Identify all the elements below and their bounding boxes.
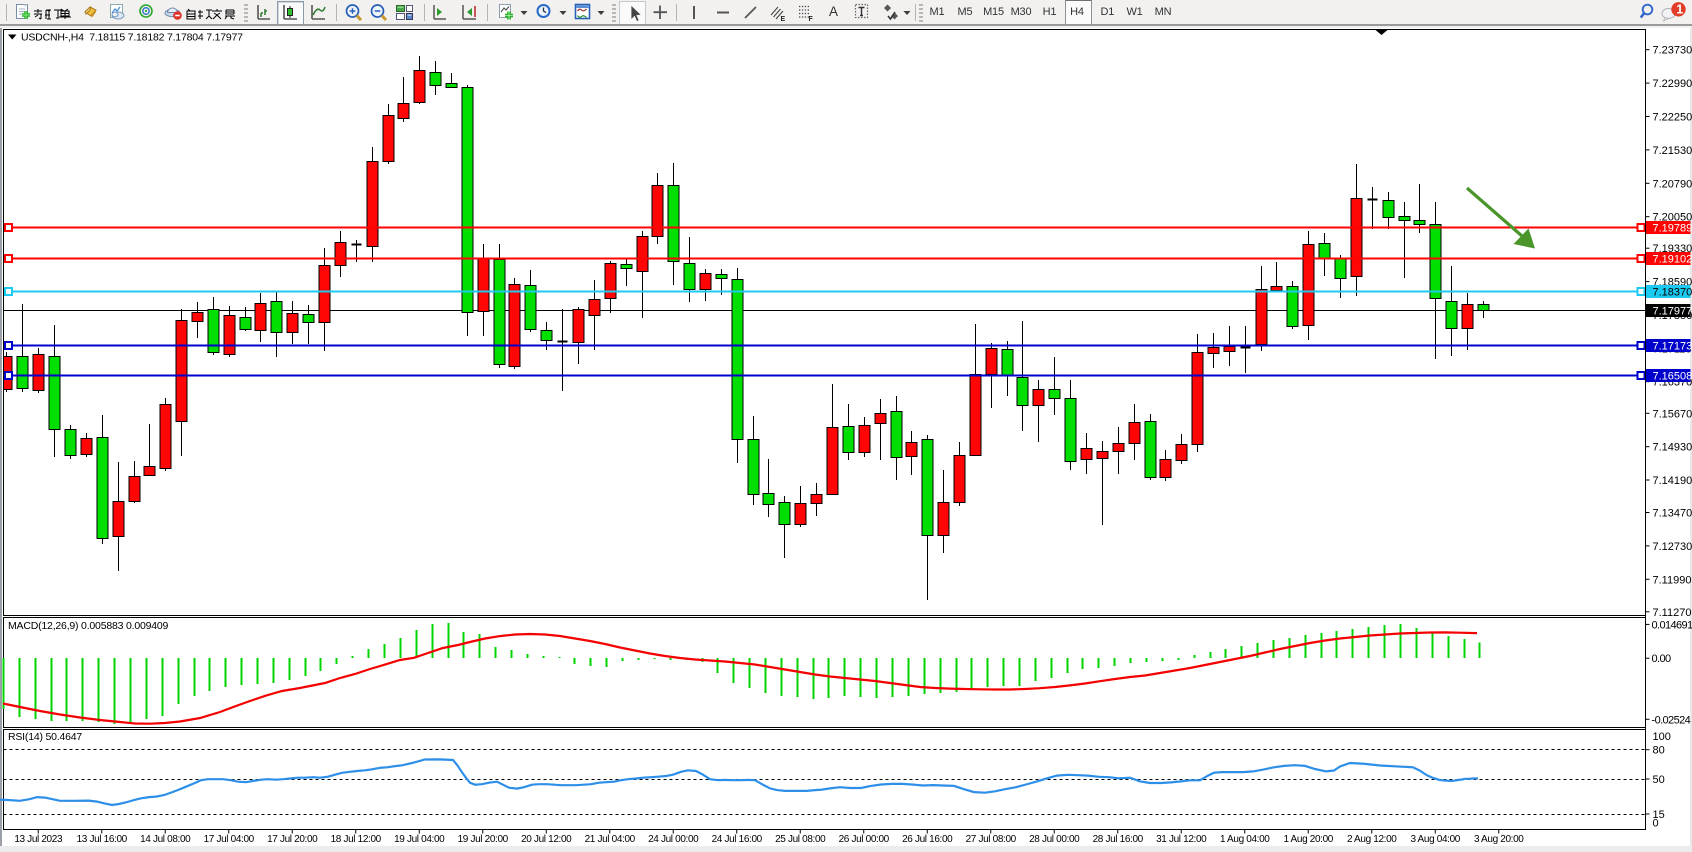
svg-text:0.00: 0.00 — [1652, 653, 1671, 665]
svg-text:3 Aug 04:00: 3 Aug 04:00 — [1410, 834, 1460, 845]
svg-text:100: 100 — [1653, 731, 1671, 743]
svg-text:26 Jul 00:00: 26 Jul 00:00 — [839, 834, 890, 845]
svg-text:7.17173: 7.17173 — [1653, 341, 1692, 353]
svg-text:F: F — [809, 16, 814, 23]
svg-text:20 Jul 12:00: 20 Jul 12:00 — [521, 834, 572, 845]
svg-text:14 Jul 08:00: 14 Jul 08:00 — [140, 834, 191, 845]
svg-text:0.014691: 0.014691 — [1652, 619, 1692, 631]
svg-text:7.20790: 7.20790 — [1653, 178, 1692, 190]
svg-text:7.19789: 7.19789 — [1653, 223, 1692, 235]
svg-text:7.20050: 7.20050 — [1653, 212, 1692, 224]
svg-text:7.17977: 7.17977 — [1653, 306, 1692, 318]
svg-text:7.11270: 7.11270 — [1653, 607, 1692, 619]
svg-text:19 Jul 04:00: 19 Jul 04:00 — [394, 834, 445, 845]
svg-text:7.12730: 7.12730 — [1653, 541, 1692, 553]
svg-text:7.14930: 7.14930 — [1653, 442, 1692, 454]
svg-text:RSI(14) 50.4647: RSI(14) 50.4647 — [8, 731, 82, 743]
svg-text:13 Jul 16:00: 13 Jul 16:00 — [77, 834, 128, 845]
svg-text:26 Jul 16:00: 26 Jul 16:00 — [902, 834, 953, 845]
svg-text:7.11990: 7.11990 — [1653, 574, 1692, 586]
svg-text:19 Jul 20:00: 19 Jul 20:00 — [458, 834, 509, 845]
svg-text:7.19102: 7.19102 — [1653, 254, 1692, 266]
svg-text:0: 0 — [1653, 818, 1659, 830]
svg-text:MACD(12,26,9) 0.005883 0.00940: MACD(12,26,9) 0.005883 0.009409 — [8, 620, 169, 632]
svg-text:31 Jul 12:00: 31 Jul 12:00 — [1156, 834, 1207, 845]
svg-text:1: 1 — [1676, 3, 1683, 17]
svg-text:24 Jul 00:00: 24 Jul 00:00 — [648, 834, 699, 845]
svg-text:-0.02524: -0.02524 — [1652, 714, 1691, 726]
svg-text:7.13470: 7.13470 — [1653, 508, 1692, 520]
svg-text:28 Jul 00:00: 28 Jul 00:00 — [1029, 834, 1080, 845]
svg-text:E: E — [781, 16, 786, 23]
svg-text:7.22990: 7.22990 — [1653, 78, 1692, 90]
svg-text:24 Jul 16:00: 24 Jul 16:00 — [712, 834, 763, 845]
svg-text:1 Aug 20:00: 1 Aug 20:00 — [1283, 834, 1333, 845]
svg-text:7.22250: 7.22250 — [1653, 112, 1692, 124]
svg-text:15: 15 — [1653, 809, 1665, 821]
svg-text:80: 80 — [1653, 745, 1665, 757]
svg-text:USDCNH-,H4 7.18115 7.18182 7.: USDCNH-,H4 7.18115 7.18182 7.17804 7.179… — [21, 32, 243, 44]
svg-text:18 Jul 12:00: 18 Jul 12:00 — [331, 834, 382, 845]
svg-text:28 Jul 16:00: 28 Jul 16:00 — [1093, 834, 1144, 845]
svg-text:7.21530: 7.21530 — [1653, 145, 1692, 157]
svg-text:27 Jul 08:00: 27 Jul 08:00 — [966, 834, 1017, 845]
svg-text:50: 50 — [1653, 774, 1665, 786]
svg-text:17 Jul 20:00: 17 Jul 20:00 — [267, 834, 318, 845]
svg-text:1 Aug 04:00: 1 Aug 04:00 — [1220, 834, 1270, 845]
svg-text:17 Jul 04:00: 17 Jul 04:00 — [204, 834, 255, 845]
svg-text:7.14190: 7.14190 — [1653, 475, 1692, 487]
svg-text:2 Aug 12:00: 2 Aug 12:00 — [1347, 834, 1397, 845]
svg-text:13 Jul 2023: 13 Jul 2023 — [14, 834, 63, 845]
svg-text:7.16508: 7.16508 — [1653, 371, 1692, 383]
svg-text:7.23730: 7.23730 — [1653, 45, 1692, 57]
svg-text:21 Jul 04:00: 21 Jul 04:00 — [585, 834, 636, 845]
svg-text:25 Jul 08:00: 25 Jul 08:00 — [775, 834, 826, 845]
svg-text:7.15670: 7.15670 — [1653, 408, 1692, 420]
svg-text:7.18370: 7.18370 — [1653, 287, 1692, 299]
svg-text:3 Aug 20:00: 3 Aug 20:00 — [1474, 834, 1524, 845]
